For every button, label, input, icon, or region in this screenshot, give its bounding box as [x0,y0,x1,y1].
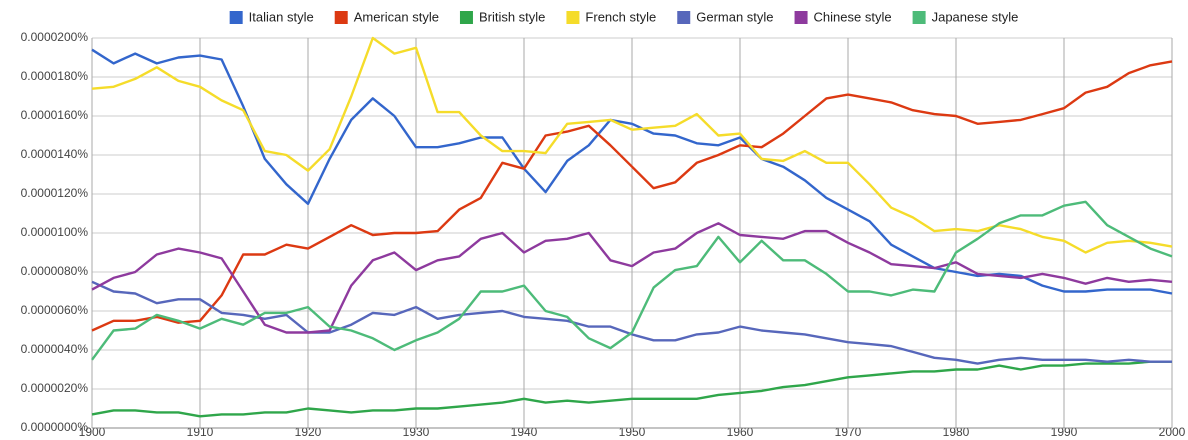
x-tick-label: 1980 [943,425,970,439]
legend-label: German style [696,9,773,24]
y-tick-label: 0.0000100% [21,225,89,239]
y-tick-label: 0.0000020% [21,381,89,395]
y-tick-label: 0.0000040% [21,342,89,356]
legend-swatch [334,11,348,24]
series-line [91,222,1173,334]
legend-item: British style [459,9,545,24]
legend-label: American style [354,9,439,24]
legend-swatch [794,11,808,24]
x-tick-label: 1970 [835,425,862,439]
y-tick-label: 0.0000060% [21,303,89,317]
y-tick-label: 0.0000120% [21,186,89,200]
x-tick-label: 1930 [403,425,430,439]
x-tick-label: 1990 [1051,425,1078,439]
y-tick-label: 0.0000000% [21,420,89,434]
legend-swatch [229,11,243,24]
y-tick-label: 0.0000140% [21,147,89,161]
x-tick-label: 1960 [727,425,754,439]
legend-label: Chinese style [814,9,892,24]
series-line [91,60,1173,332]
series-line [91,360,1172,418]
legend-label: French style [585,9,656,24]
x-tick-label: 1950 [619,425,646,439]
legend-item: Japanese style [912,9,1019,24]
x-tick-label: 1920 [295,425,322,439]
y-tick-label: 0.0000180% [21,69,89,83]
legend-label: British style [479,9,545,24]
legend-label: Italian style [249,9,314,24]
legend-item: Italian style [229,9,314,24]
x-tick-label: 2000 [1159,425,1186,439]
series-line [91,280,1172,365]
legend-item: German style [677,9,774,24]
series-line [91,200,1173,361]
y-tick-label: 0.0000200% [21,30,89,44]
legend-label: Japanese style [932,9,1019,24]
legend-item: French style [566,9,656,24]
legend-swatch [677,11,691,24]
legend-swatch [912,11,926,24]
y-tick-label: 0.0000080% [21,264,89,278]
legend-item: Chinese style [794,9,892,24]
legend-swatch [566,11,580,24]
y-tick-label: 0.0000160% [21,108,89,122]
legend-swatch [459,11,473,24]
x-tick-label: 1910 [187,425,214,439]
x-tick-label: 1940 [511,425,538,439]
x-tick-label: 1900 [79,425,106,439]
legend-item: American style [334,9,439,24]
